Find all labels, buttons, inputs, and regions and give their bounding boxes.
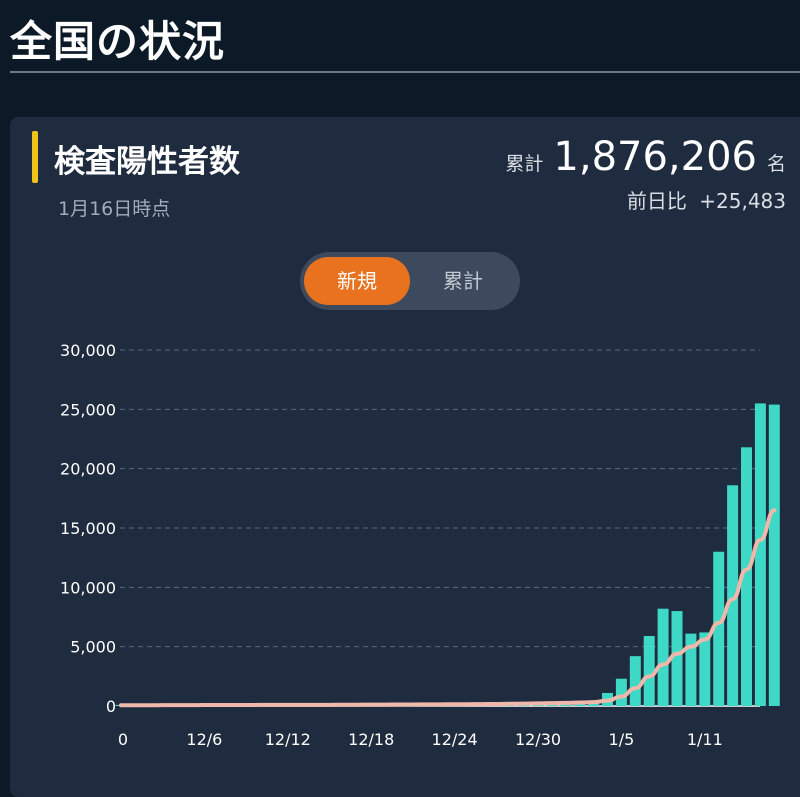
bar [671,611,683,706]
day-over-day: 前日比 +25,483 [621,185,786,214]
x-tick-label: 0 [118,730,128,749]
bar [615,678,627,706]
page-title: 全国の状況 [10,17,226,66]
total-value: 1,876,206 [553,134,757,180]
bar [754,403,766,706]
total-unit: 名 [766,153,786,175]
card-accent-bar [32,131,38,183]
x-tick-label: 1/11 [687,730,723,749]
bar [685,633,697,706]
x-tick-label: 12/18 [348,730,394,749]
y-tick-label: 25,000 [60,400,116,419]
bar [741,447,752,706]
y-tick-label: 15,000 [60,519,116,538]
as-of-date: 1月16日時点 [58,198,171,220]
bar [643,635,655,706]
x-tick-label: 12/24 [432,730,478,749]
bar [713,551,725,706]
bar [629,656,641,706]
cases-chart: 0 5,000 10,000 15,000 20,000 25,000 30,000 0 12… [60,341,780,749]
bar [699,632,711,706]
total-label: 累計 [505,153,544,175]
x-tick-label: 12/12 [265,730,311,749]
y-tick-label: 0 [106,697,116,716]
x-axis-ticks: 0 12/6 12/12 12/18 12/24 12/30 1/5 1/11 [118,730,723,749]
card-title: 検査陽性者数 [54,144,240,180]
x-tick-label: 1/5 [609,730,635,749]
x-tick-label: 12/30 [515,730,561,749]
diff-label: 前日比 [626,189,687,213]
view-toggle: 新規 累計 [300,252,520,310]
bar [768,404,780,706]
toggle-new-button[interactable]: 新規 [304,257,410,305]
y-axis-ticks: 0 5,000 10,000 15,000 20,000 25,000 30,000 [60,341,116,716]
moving-average-line [119,508,777,708]
y-tick-label: 10,000 [60,578,116,597]
title-divider [10,71,800,73]
bar [657,608,669,706]
bar-series [115,403,780,706]
toggle-cumulative-button[interactable]: 累計 [443,269,483,293]
y-tick-label: 30,000 [60,341,116,360]
line-series [119,508,777,708]
bar [727,485,739,706]
x-tick-label: 12/6 [186,730,222,749]
cumulative-total: 累計 1,876,206 名 [505,134,786,180]
y-tick-label: 5,000 [70,638,116,657]
diff-value: +25,483 [699,189,786,213]
y-tick-label: 20,000 [60,460,116,479]
